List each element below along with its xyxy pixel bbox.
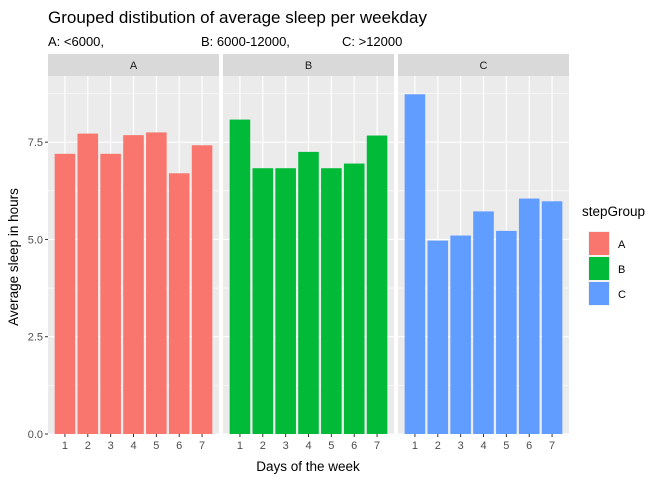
x-tick-label: 5 bbox=[153, 440, 159, 452]
bar-B-day-6 bbox=[343, 163, 365, 434]
legend-label-A: A bbox=[618, 239, 626, 251]
legend-key-B bbox=[589, 257, 609, 280]
facet-strip-label: A bbox=[130, 60, 138, 72]
x-tick-label: 4 bbox=[480, 440, 486, 452]
x-tick-label: 6 bbox=[176, 440, 182, 452]
x-tick-label: 1 bbox=[412, 440, 418, 452]
bar-C-day-6 bbox=[518, 198, 540, 434]
bar-B-day-1 bbox=[229, 119, 251, 434]
bar-C-day-7 bbox=[541, 201, 563, 434]
subtitle-b: B: 6000-12000, bbox=[201, 34, 290, 49]
bar-B-day-5 bbox=[321, 168, 342, 434]
bar-B-day-2 bbox=[252, 168, 274, 434]
x-tick-label: 4 bbox=[130, 440, 136, 452]
x-tick-label: 2 bbox=[85, 440, 91, 452]
facet-strip-B bbox=[223, 54, 394, 76]
y-tick-label: 2.5 bbox=[28, 332, 43, 344]
legend-label-B: B bbox=[618, 264, 625, 276]
plot-area: A 1 2 3 4 5 6 7 B 1 2 3 4 5 6 7 C 1 2 3 4 5 6 7 0.0 2.5 5.0 7.5 bbox=[28, 54, 569, 452]
facet-strip-C bbox=[398, 54, 569, 76]
x-tick-label: 2 bbox=[260, 440, 266, 452]
bar-C-day-4 bbox=[473, 211, 494, 434]
subtitle-a: A: <6000, bbox=[48, 34, 104, 49]
facet-strip-A bbox=[48, 54, 219, 76]
y-tick-label: 0.0 bbox=[28, 429, 43, 441]
bar-C-day-5 bbox=[496, 230, 517, 434]
x-tick-label: 3 bbox=[458, 440, 464, 452]
facet-strip-label: C bbox=[480, 60, 488, 72]
x-tick-label: 3 bbox=[108, 440, 114, 452]
bar-B-day-4 bbox=[298, 151, 319, 434]
y-axis-title: Average sleep in hours bbox=[6, 188, 21, 326]
bar-B-day-3 bbox=[275, 168, 296, 434]
x-tick-label: 1 bbox=[62, 440, 68, 452]
x-tick-label: 3 bbox=[283, 440, 289, 452]
bar-A-day-5 bbox=[146, 132, 167, 434]
x-tick-label: 2 bbox=[435, 440, 441, 452]
bar-C-day-3 bbox=[450, 235, 471, 434]
y-tick-label: 7.5 bbox=[28, 137, 43, 149]
legend: stepGroup A B C bbox=[582, 204, 645, 306]
x-tick-label: 7 bbox=[374, 440, 380, 452]
legend-title: stepGroup bbox=[582, 204, 645, 219]
bar-A-day-1 bbox=[54, 153, 76, 434]
bar-A-day-7 bbox=[191, 145, 213, 435]
y-tick-label: 5.0 bbox=[28, 234, 43, 246]
bar-C-day-1 bbox=[404, 94, 426, 435]
x-tick-label: 4 bbox=[305, 440, 311, 452]
legend-label-C: C bbox=[618, 289, 626, 301]
legend-key-C bbox=[589, 282, 609, 305]
chart-title: Grouped distibution of average sleep per… bbox=[48, 8, 427, 27]
x-tick-label: 7 bbox=[549, 440, 555, 452]
x-tick-label: 1 bbox=[237, 440, 243, 452]
bar-A-day-2 bbox=[77, 133, 99, 434]
x-tick-label: 5 bbox=[503, 440, 509, 452]
x-axis-title: Days of the week bbox=[256, 459, 360, 474]
bar-A-day-3 bbox=[100, 153, 121, 434]
x-tick-label: 7 bbox=[199, 440, 205, 452]
facet-strip-label: B bbox=[305, 60, 312, 72]
subtitle-c: C: >12000 bbox=[342, 34, 402, 49]
bar-A-day-6 bbox=[168, 173, 190, 435]
x-tick-label: 6 bbox=[526, 440, 532, 452]
bar-C-day-2 bbox=[427, 240, 449, 434]
x-tick-label: 5 bbox=[328, 440, 334, 452]
x-tick-label: 6 bbox=[351, 440, 357, 452]
bar-B-day-7 bbox=[366, 135, 388, 434]
legend-key-A bbox=[589, 232, 609, 255]
bar-A-day-4 bbox=[123, 135, 144, 434]
